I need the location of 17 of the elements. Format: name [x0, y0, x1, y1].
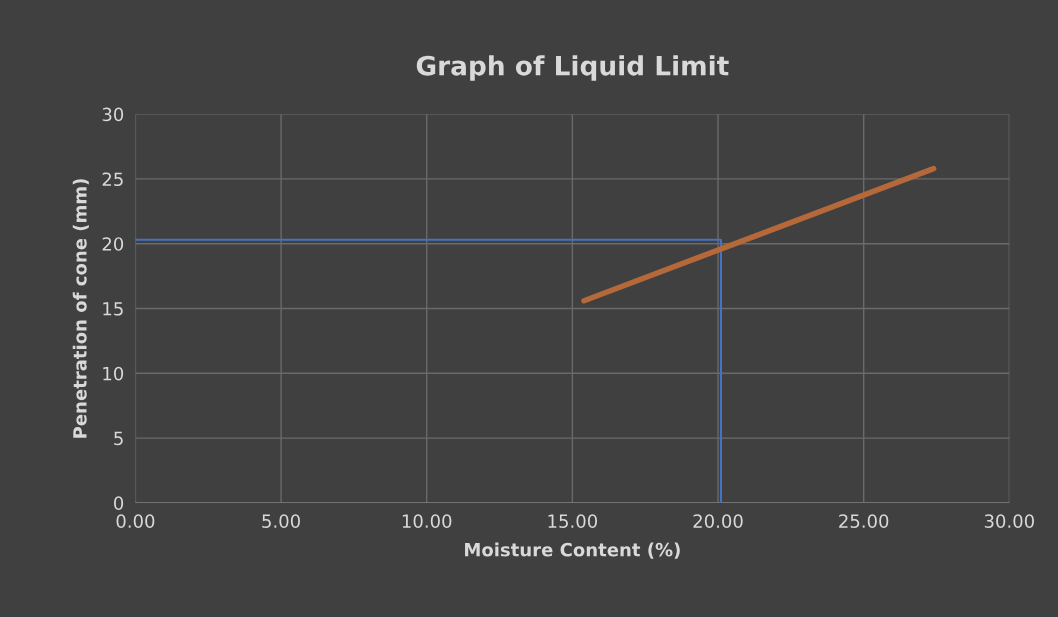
- chart-title: Graph of Liquid Limit: [416, 55, 729, 81]
- x-tick-label: 25.00: [839, 514, 889, 528]
- x-tick-label: 0.00: [116, 514, 155, 528]
- y-tick-label: 25: [102, 172, 123, 187]
- y-tick-label: 15: [103, 302, 123, 316]
- y-tick-label: 20: [102, 237, 124, 251]
- y-axis-title: Penetration of cone (mm): [72, 179, 89, 438]
- x-axis-title: Moisture Content (%): [465, 542, 680, 559]
- y-tick-label: 0: [114, 496, 124, 510]
- y-tick-label: 30: [102, 107, 124, 122]
- y-tick-label: 10: [103, 366, 124, 381]
- x-tick-label: 20.00: [693, 514, 743, 528]
- x-tick-label: 15.00: [548, 514, 598, 528]
- y-tick-label: 5: [114, 431, 123, 446]
- x-tick-label: 30.00: [984, 514, 1034, 528]
- x-tick-label: 10.00: [402, 514, 452, 528]
- x-tick-label: 5.00: [262, 514, 300, 528]
